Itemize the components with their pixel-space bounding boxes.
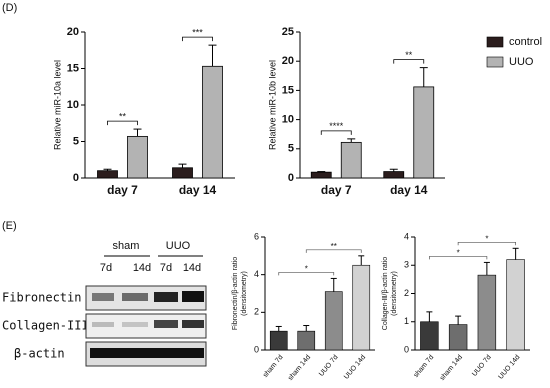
significance-label: **	[331, 242, 337, 251]
x-tick-label: day 7	[107, 183, 138, 197]
bar	[324, 291, 343, 351]
y-axis-title: Fibronectin/β-actin ratio	[232, 257, 239, 330]
significance-label: **	[405, 50, 413, 60]
bar	[420, 321, 439, 351]
y-axis-title: Collagen-Ⅲ/β-actin ratio	[382, 257, 389, 331]
significance-bracket	[457, 241, 516, 246]
bar	[97, 170, 118, 179]
bar	[340, 141, 362, 179]
bar	[202, 65, 223, 179]
y-tick-label: 0	[288, 172, 294, 184]
x-tick-label: UUO 14d	[343, 354, 367, 381]
y-tick-label: 0	[404, 344, 409, 354]
legend-label: control	[509, 36, 542, 48]
blot: sham UUO 7d 14d 7d 14d Fibronectin Colla…	[2, 240, 207, 367]
x-tick-label: day 14	[390, 183, 428, 197]
y-tick-label: 4	[404, 231, 409, 241]
band	[182, 320, 204, 328]
lane-label: 7d	[160, 262, 172, 274]
band	[154, 292, 178, 302]
significance-bracket	[107, 120, 138, 126]
band	[92, 322, 114, 327]
y-tick-label: 2	[254, 307, 259, 317]
legend-label: UUO	[509, 56, 534, 68]
y-tick-label: 4	[254, 269, 259, 279]
lane-label: 14d	[133, 262, 151, 274]
significance-bracket	[320, 130, 352, 135]
x-tick-label: sham 7d	[262, 354, 285, 379]
bar	[352, 264, 371, 351]
group-label: sham	[113, 240, 140, 252]
y-tick-label: 0	[73, 172, 79, 184]
x-tick-label: day 7	[321, 183, 352, 197]
bar	[172, 167, 193, 179]
legend-swatch	[486, 36, 504, 48]
band	[90, 348, 204, 358]
x-tick-label: UUO 7d	[318, 354, 340, 378]
significance-bracket	[429, 256, 488, 260]
y-tick-label: 2	[404, 288, 409, 298]
significance-label: *	[305, 265, 308, 274]
row-label: β-actin	[14, 347, 65, 361]
bar	[127, 135, 148, 179]
y-axis-title: (densitometry)	[391, 271, 398, 316]
significance-label: *	[457, 249, 460, 258]
band	[182, 291, 204, 302]
legend-swatch	[486, 56, 504, 68]
x-tick-label: UUO 7d	[471, 354, 493, 378]
y-tick-label: 3	[404, 260, 409, 270]
row-label: Fibronectin	[2, 291, 81, 305]
y-axis-title: Relative miR-10a level	[52, 60, 62, 150]
x-tick-label: sham 14d	[439, 354, 464, 382]
row-label: Collagen-III	[2, 319, 89, 333]
significance-label: ***	[192, 28, 203, 38]
y-axis-title: Relative miR-10b level	[267, 60, 277, 150]
panel-label: (D)	[2, 2, 17, 14]
y-tick-label: 25	[282, 26, 294, 38]
y-tick-label: 1	[404, 316, 409, 326]
y-tick-label: 6	[254, 231, 259, 241]
lane-label: 7d	[100, 262, 112, 274]
y-axis-title: (densitometry)	[241, 271, 248, 316]
x-tick-label: day 14	[179, 183, 217, 197]
bar	[269, 330, 288, 351]
y-tick-label: 15	[67, 62, 79, 74]
bar	[310, 171, 332, 179]
y-tick-label: 10	[67, 99, 79, 111]
bar	[448, 324, 468, 351]
significance-bracket	[393, 59, 425, 64]
x-tick-label: sham 14d	[287, 354, 312, 382]
bar	[506, 259, 525, 351]
y-tick-label: 5	[288, 143, 294, 155]
x-tick-label: UUO 14d	[497, 354, 521, 381]
panel-label: (E)	[2, 220, 17, 232]
y-tick-label: 10	[282, 114, 294, 126]
y-tick-label: 0	[254, 344, 259, 354]
bar	[383, 171, 405, 179]
group-label: UUO	[166, 240, 191, 252]
band	[122, 293, 148, 301]
y-tick-label: 20	[282, 55, 294, 67]
band	[92, 293, 114, 301]
significance-label: **	[119, 111, 127, 121]
y-tick-label: 5	[73, 135, 79, 147]
x-tick-label: sham 7d	[413, 354, 436, 379]
band	[154, 320, 178, 328]
y-tick-label: 20	[67, 26, 79, 38]
bar	[477, 274, 497, 351]
bar	[297, 330, 316, 351]
bar	[413, 86, 435, 179]
significance-bracket	[182, 36, 213, 42]
lane-label: 14d	[183, 262, 201, 274]
significance-bracket	[305, 249, 362, 253]
significance-bracket	[278, 272, 335, 276]
y-tick-label: 15	[282, 84, 294, 96]
significance-label: ****	[329, 121, 344, 131]
band	[122, 322, 148, 327]
significance-label: *	[485, 234, 488, 243]
